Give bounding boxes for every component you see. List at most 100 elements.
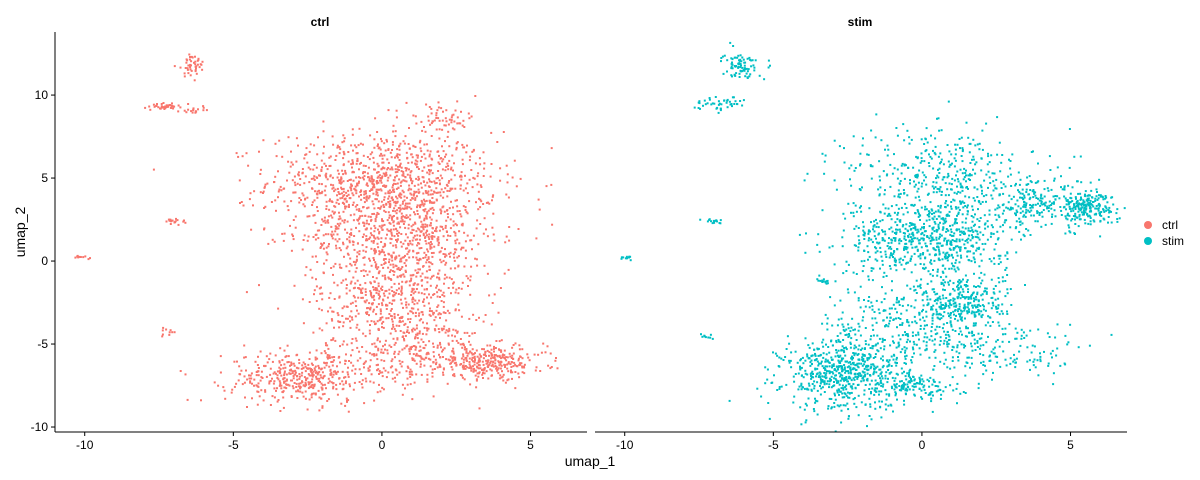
data-point: [330, 318, 333, 321]
data-point: [867, 365, 870, 368]
data-point: [339, 217, 342, 220]
data-point: [317, 372, 319, 374]
data-point: [936, 297, 939, 300]
data-point: [853, 397, 856, 400]
data-point: [355, 146, 358, 149]
data-point: [405, 301, 408, 304]
data-point: [392, 263, 395, 266]
data-point: [831, 364, 834, 367]
data-point: [362, 257, 365, 259]
data-point: [349, 178, 352, 181]
data-point: [370, 292, 372, 295]
data-point: [405, 259, 408, 262]
data-point: [399, 162, 402, 165]
data-point: [322, 220, 325, 223]
data-point: [373, 186, 376, 189]
data-point: [341, 219, 344, 222]
data-point: [395, 116, 398, 119]
data-point: [412, 236, 415, 239]
data-point: [963, 284, 966, 287]
data-point: [967, 237, 970, 240]
data-point: [404, 176, 407, 179]
data-point: [465, 275, 468, 278]
data-point: [195, 65, 198, 68]
data-point: [371, 303, 374, 306]
data-point: [382, 292, 385, 295]
data-point: [338, 326, 341, 329]
data-point: [512, 352, 515, 355]
data-point: [1006, 310, 1008, 313]
data-point: [486, 360, 489, 363]
data-point: [329, 373, 332, 376]
data-point: [858, 242, 861, 245]
data-point: [467, 112, 470, 115]
data-point: [343, 255, 345, 258]
data-point: [456, 122, 459, 125]
data-point: [965, 285, 968, 288]
data-point: [449, 355, 452, 358]
data-point: [359, 357, 362, 360]
data-point: [157, 106, 160, 109]
data-point: [471, 248, 473, 251]
data-point: [457, 255, 460, 258]
data-point: [429, 284, 432, 287]
data-point: [243, 356, 246, 359]
data-point: [391, 149, 393, 151]
data-point: [376, 188, 379, 191]
data-point: [400, 260, 403, 263]
data-point: [338, 179, 340, 182]
data-point: [866, 372, 869, 375]
data-point: [847, 377, 850, 380]
data-point: [959, 246, 962, 249]
data-point: [302, 239, 305, 241]
data-point: [881, 337, 884, 340]
data-point: [456, 205, 459, 208]
data-point: [880, 390, 883, 393]
data-point: [959, 248, 962, 251]
data-point: [854, 375, 857, 378]
data-point: [387, 201, 390, 203]
data-point: [533, 353, 536, 356]
data-point: [893, 259, 896, 262]
data-point: [953, 289, 956, 292]
data-point: [495, 366, 498, 369]
data-point: [414, 299, 417, 302]
data-point: [469, 365, 472, 368]
data-point: [416, 333, 419, 336]
data-point: [362, 171, 365, 173]
data-point: [397, 169, 400, 171]
data-point: [365, 238, 368, 240]
data-point: [376, 236, 379, 239]
data-point: [957, 213, 960, 216]
data-point: [407, 318, 410, 321]
data-point: [849, 369, 852, 371]
data-point: [237, 379, 240, 382]
data-point: [824, 360, 827, 363]
data-point: [382, 320, 385, 323]
data-point: [319, 292, 322, 295]
data-point: [482, 363, 485, 366]
data-point: [297, 385, 300, 388]
data-point: [437, 236, 440, 239]
data-point: [194, 63, 197, 66]
data-point: [882, 364, 885, 367]
data-point: [849, 385, 852, 388]
data-point: [971, 310, 974, 313]
data-point: [956, 319, 959, 322]
data-point: [909, 258, 912, 260]
data-point: [801, 374, 803, 377]
data-point: [380, 287, 382, 290]
data-point: [437, 304, 440, 307]
data-point: [815, 358, 818, 361]
data-point: [354, 261, 357, 264]
data-point: [407, 223, 410, 226]
data-point: [247, 164, 250, 167]
data-point: [177, 104, 180, 107]
data-point: [868, 415, 871, 417]
data-point: [436, 291, 439, 294]
data-point: [219, 371, 222, 374]
data-point: [413, 184, 416, 187]
data-point: [962, 307, 965, 309]
data-point: [385, 289, 388, 292]
data-point: [875, 218, 877, 221]
